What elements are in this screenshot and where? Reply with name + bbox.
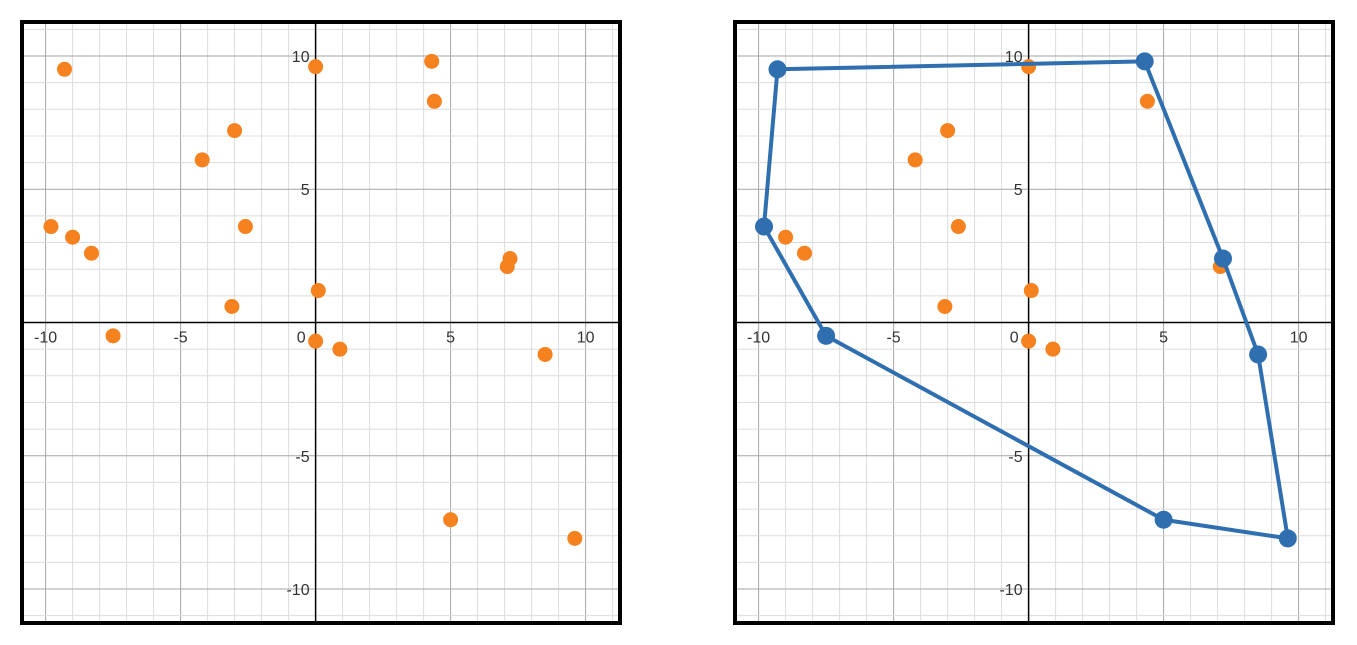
data-point (424, 53, 440, 69)
data-point (227, 123, 243, 139)
x-tick-label: 10 (1290, 330, 1308, 347)
y-tick-label: -10 (286, 582, 309, 599)
convex-hull-plot-panel: -10 -5 0 5 10 10 5 -5 -10 (733, 20, 1335, 625)
convex-hull-polygon (762, 59, 1290, 541)
data-point (105, 328, 121, 344)
x-tick-label: 5 (446, 330, 455, 347)
data-point (65, 229, 81, 245)
data-point (308, 59, 324, 75)
data-point (499, 259, 515, 275)
data-point (1021, 59, 1037, 75)
hull-vertex (1154, 510, 1173, 529)
data-point (194, 152, 210, 168)
data-point (1023, 283, 1039, 299)
data-point (1139, 93, 1155, 109)
y-tick-label: -10 (999, 582, 1022, 599)
data-point (1045, 341, 1061, 357)
data-point (443, 512, 459, 528)
y-tick-label: 5 (1014, 182, 1023, 199)
hull-vertex (1278, 529, 1297, 548)
scatter-plot-svg: -10 -5 0 5 10 10 5 -5 -10 (24, 24, 618, 621)
x-tick-label: 0 (1010, 330, 1019, 347)
hull-vertex (1214, 249, 1232, 268)
data-point (537, 346, 553, 362)
x-tick-label: -5 (173, 330, 187, 347)
data-point (237, 219, 253, 235)
data-point (950, 219, 966, 235)
data-point (907, 152, 923, 168)
data-point (940, 123, 956, 139)
y-tick-label: -5 (1008, 449, 1022, 466)
x-tick-label: 5 (1159, 330, 1168, 347)
data-point (778, 229, 794, 245)
convex-hull-plot-svg: -10 -5 0 5 10 10 5 -5 -10 (737, 24, 1331, 621)
data-point (426, 93, 442, 109)
hull-vertex (1249, 345, 1268, 364)
x-tick-label: 0 (297, 330, 306, 347)
y-tick-label: -5 (295, 449, 309, 466)
data-point (43, 219, 59, 235)
scatter-plot-panel: -10 -5 0 5 10 10 5 -5 -10 (20, 20, 622, 625)
y-tick-label: 10 (1005, 49, 1023, 66)
y-tick-label: 10 (292, 49, 310, 66)
data-point (1021, 333, 1037, 349)
data-point (332, 341, 348, 357)
data-point (308, 333, 324, 349)
x-tick-label: -10 (34, 330, 57, 347)
data-point (224, 299, 240, 315)
data-point (84, 245, 99, 261)
hull-vertex (768, 60, 787, 79)
data-point (797, 245, 812, 261)
data-point (567, 530, 583, 546)
data-point (310, 283, 326, 299)
hull-vertex (1135, 52, 1154, 71)
x-tick-label: -10 (747, 330, 770, 347)
x-tick-label: 10 (577, 330, 595, 347)
data-point (937, 299, 953, 315)
hull-vertex (817, 326, 836, 345)
y-tick-label: 5 (301, 182, 310, 199)
x-tick-label: -5 (886, 330, 900, 347)
hull-vertex (755, 217, 773, 236)
data-point (57, 61, 72, 77)
